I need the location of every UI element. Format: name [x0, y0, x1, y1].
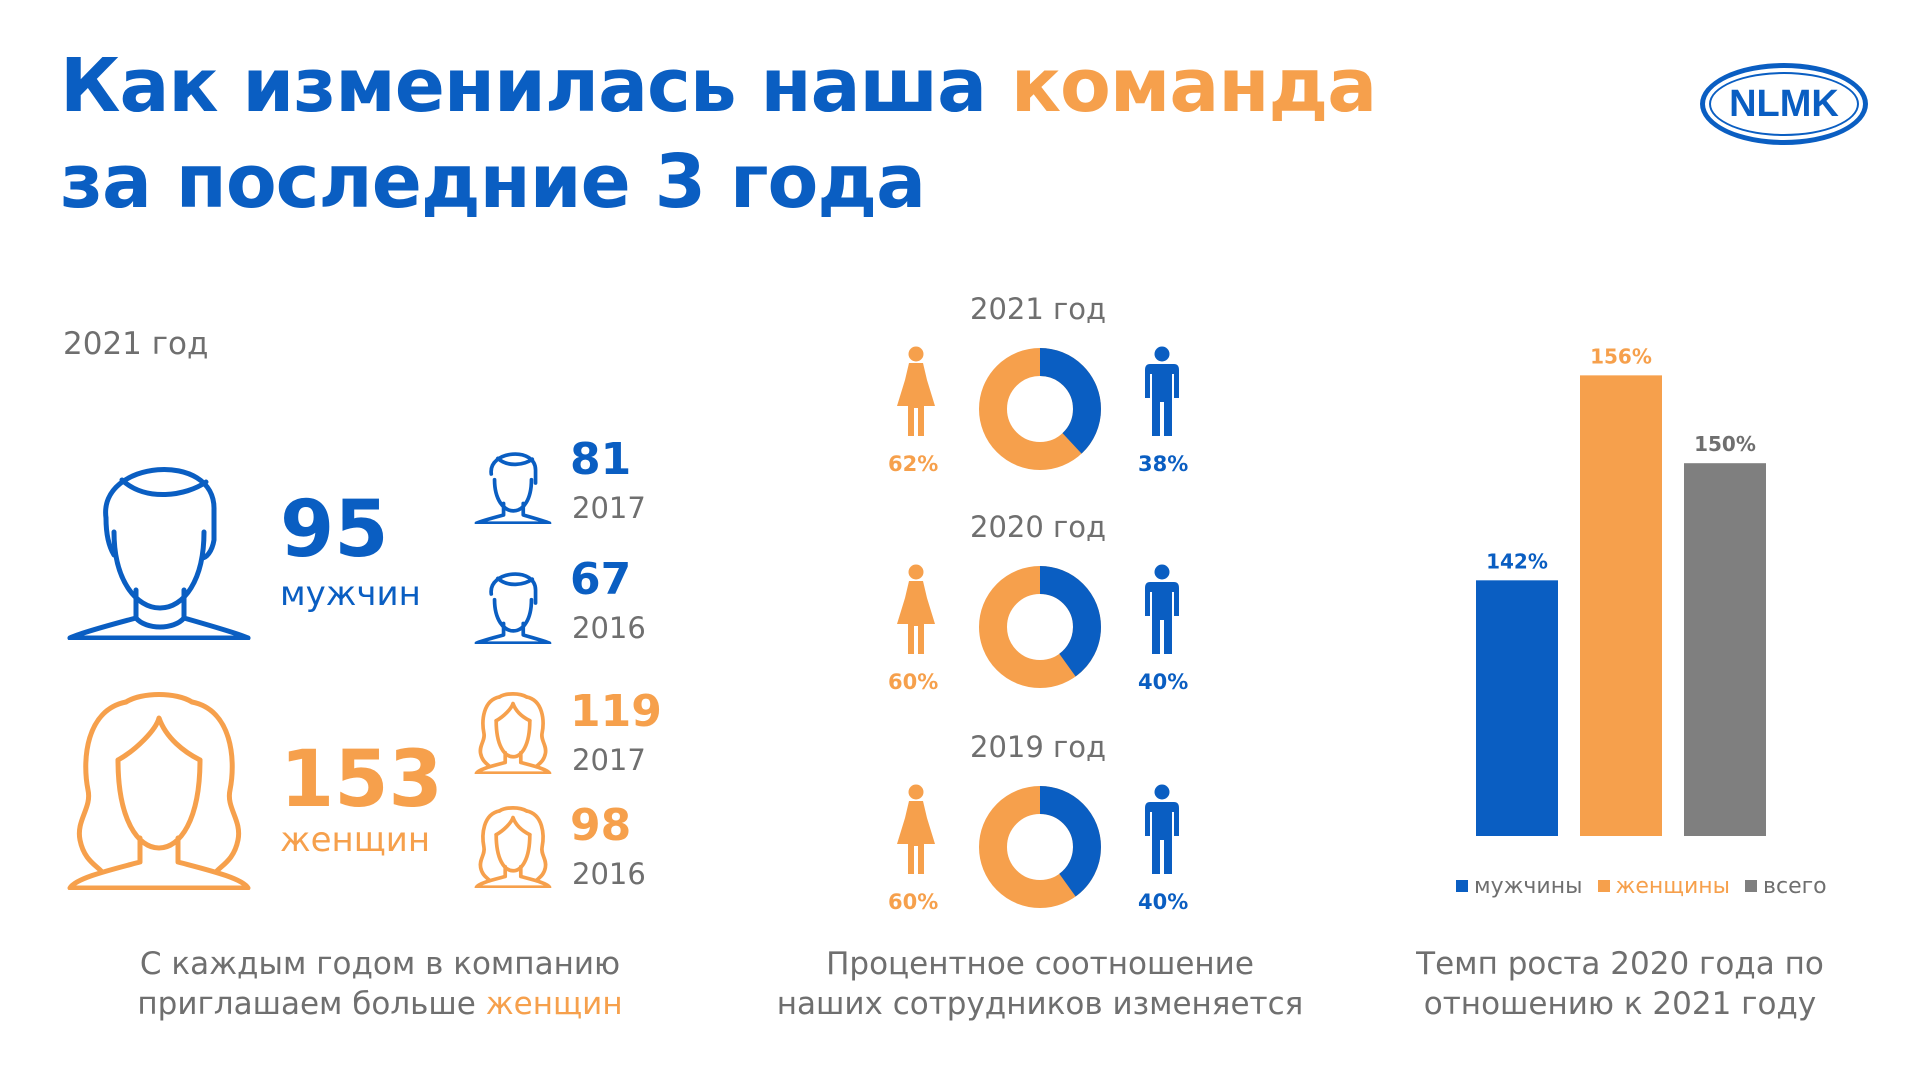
- woman-head-icon: [67, 692, 251, 890]
- ratio-caption-line1: Процентное соотношение: [826, 946, 1254, 982]
- growth-caption: Темп роста 2020 года по отношению к 2021…: [1360, 944, 1880, 1024]
- legend-women-swatch: [1597, 880, 1610, 892]
- women-2016-year: 2016: [572, 857, 646, 891]
- man-figure-icon: [1145, 784, 1179, 874]
- men-label: мужчин: [280, 574, 421, 614]
- donut-title: 2020 год: [970, 510, 1107, 544]
- nlmk-logo: NLMK: [1700, 63, 1868, 145]
- men-count: 95: [280, 485, 389, 575]
- woman-figure-icon: [897, 346, 935, 436]
- bar-label-total: 150%: [1694, 432, 1756, 456]
- headcount-caption-line2a: приглашаем больше: [137, 986, 486, 1022]
- men-2016-year: 2016: [572, 611, 646, 645]
- man-figure-icon: [1145, 346, 1179, 436]
- donut-label-women: 60%: [888, 670, 939, 694]
- headcount-caption-line2b: женщин: [485, 986, 623, 1022]
- bar-total: [1684, 463, 1766, 836]
- man-head-icon: [67, 467, 251, 640]
- women-2016-count: 98: [570, 800, 632, 851]
- headcount-caption-line1: С каждым годом в компанию: [139, 946, 621, 982]
- page-title: Как изменилась наша команда за последние…: [60, 38, 1377, 230]
- title-part1: Как изменилась наша: [60, 43, 1011, 129]
- donut-title: 2019 год: [970, 730, 1107, 764]
- men-2017-year: 2017: [572, 491, 646, 525]
- growth-caption-line2: отношению к 2021 году: [1423, 986, 1817, 1022]
- ratio-caption-line2: наших сотрудников изменяется: [776, 986, 1304, 1022]
- woman-figure-icon: [897, 784, 935, 874]
- bar-label-women: 156%: [1590, 344, 1652, 368]
- donut-slice-men: [979, 566, 1101, 688]
- legend-men-swatch: [1456, 880, 1468, 892]
- growth-bar-chart: 142% 156% 150%: [1476, 344, 1766, 836]
- donut-slice-men: [979, 348, 1101, 470]
- logo-text: NLMK: [1729, 82, 1839, 125]
- woman-figure-icon: [897, 564, 935, 654]
- woman-head-icon: [474, 692, 552, 774]
- donut-label-women: 60%: [888, 890, 939, 914]
- legend-total-swatch: [1745, 880, 1758, 892]
- donut-label-women: 62%: [888, 452, 939, 476]
- title-accent: команда: [1010, 43, 1377, 129]
- donut-chart: [979, 348, 1101, 470]
- bar-men: [1476, 580, 1558, 836]
- donut-chart: [979, 566, 1101, 688]
- title-line2: за последние 3 года: [60, 139, 926, 225]
- woman-head-icon: [474, 806, 552, 888]
- donut-slice-men: [979, 786, 1101, 908]
- man-head-icon: [474, 452, 552, 524]
- ratio-caption: Процентное соотношение наших сотрудников…: [760, 944, 1320, 1024]
- women-2017-count: 119: [570, 686, 662, 737]
- headcount-caption: С каждым годом в компанию приглашаем бол…: [100, 944, 660, 1024]
- man-head-icon: [474, 572, 552, 644]
- legend-women: женщины: [1615, 874, 1731, 899]
- bar-women: [1580, 375, 1662, 836]
- women-count: 153: [280, 735, 443, 825]
- legend-men: мужчины: [1474, 874, 1583, 899]
- donut-label-men: 40%: [1138, 890, 1189, 914]
- bar-label-men: 142%: [1486, 549, 1548, 573]
- man-figure-icon: [1145, 564, 1179, 654]
- men-2016-count: 67: [570, 554, 632, 605]
- women-label: женщин: [280, 820, 431, 860]
- legend-total: всего: [1763, 874, 1827, 899]
- men-2017-count: 81: [570, 434, 632, 485]
- headcount-year-label: 2021 год: [63, 326, 209, 362]
- donut-title: 2021 год: [970, 292, 1107, 326]
- donut-chart: [979, 786, 1101, 908]
- growth-legend: мужчины женщины всего: [1456, 874, 1827, 899]
- donut-label-men: 40%: [1138, 670, 1189, 694]
- donut-label-men: 38%: [1138, 452, 1189, 476]
- growth-caption-line1: Темп роста 2020 года по: [1416, 946, 1824, 982]
- women-2017-year: 2017: [572, 743, 646, 777]
